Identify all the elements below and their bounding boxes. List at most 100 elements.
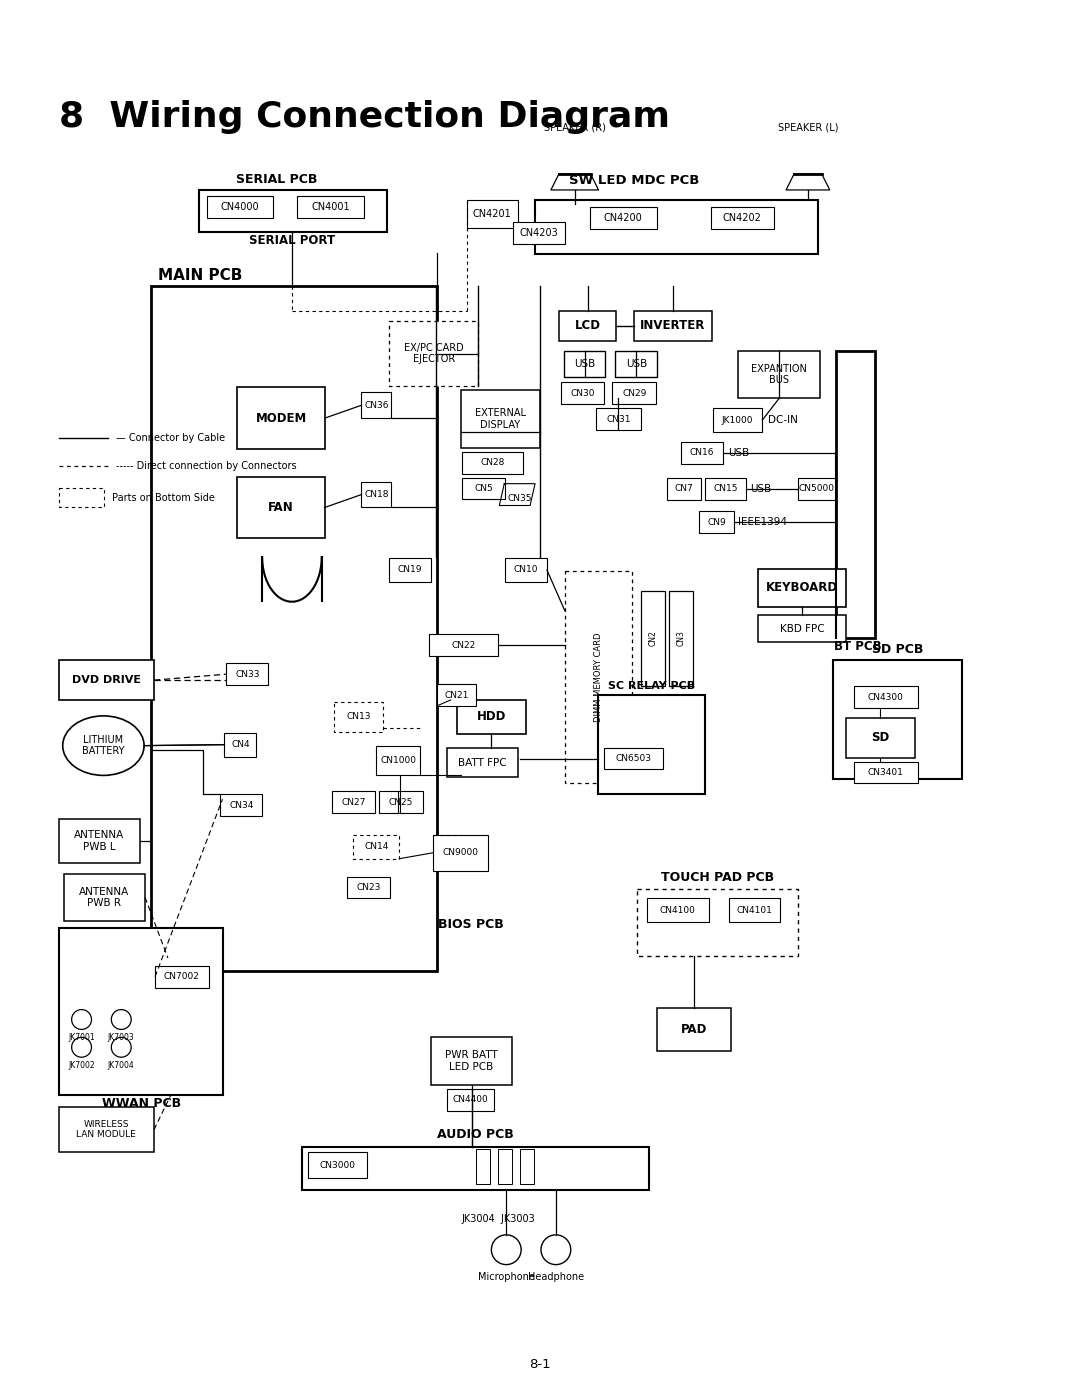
- Bar: [561, 383, 605, 404]
- Text: CN4300: CN4300: [868, 693, 904, 701]
- Text: FAN: FAN: [268, 502, 294, 514]
- Bar: [680, 441, 723, 464]
- Text: 8  Wiring Connection Diagram: 8 Wiring Connection Diagram: [58, 99, 670, 134]
- Text: 8-1: 8-1: [529, 1358, 551, 1372]
- Text: CN5: CN5: [474, 483, 492, 493]
- Bar: [206, 196, 273, 218]
- Bar: [642, 591, 665, 686]
- Text: TOUCH PAD PCB: TOUCH PAD PCB: [661, 870, 774, 883]
- Bar: [590, 207, 657, 229]
- Text: SERIAL PORT: SERIAL PORT: [248, 233, 335, 247]
- Bar: [853, 761, 918, 784]
- Text: ANTENNA
PWB L: ANTENNA PWB L: [75, 830, 124, 852]
- Bar: [669, 591, 692, 686]
- Text: CN16: CN16: [689, 448, 714, 457]
- Text: CN31: CN31: [606, 415, 631, 423]
- Bar: [634, 312, 712, 341]
- Bar: [612, 383, 656, 404]
- Text: CN9: CN9: [707, 518, 726, 527]
- Bar: [58, 819, 140, 863]
- Text: CN1000: CN1000: [380, 756, 416, 766]
- Bar: [597, 696, 705, 795]
- Bar: [505, 557, 546, 583]
- Bar: [836, 351, 876, 638]
- Bar: [308, 1153, 367, 1178]
- Bar: [238, 476, 325, 538]
- Bar: [521, 1148, 534, 1185]
- Text: CN3: CN3: [676, 630, 686, 647]
- Text: CN27: CN27: [341, 798, 366, 806]
- Bar: [199, 190, 388, 232]
- Text: CN23: CN23: [356, 883, 380, 893]
- Text: KBD FPC: KBD FPC: [780, 623, 824, 634]
- Text: JK7004: JK7004: [108, 1062, 135, 1070]
- Bar: [798, 478, 836, 500]
- Text: JK7002: JK7002: [68, 1062, 95, 1070]
- Text: PAD: PAD: [680, 1023, 707, 1037]
- Bar: [379, 791, 423, 813]
- Text: SD: SD: [872, 731, 890, 745]
- Bar: [476, 1148, 490, 1185]
- Text: Parts on Bottom Side: Parts on Bottom Side: [112, 493, 215, 503]
- Bar: [853, 686, 918, 708]
- Text: DVD DRIVE: DVD DRIVE: [72, 675, 140, 685]
- Bar: [58, 928, 224, 1095]
- Text: EXPANTION
BUS: EXPANTION BUS: [752, 363, 807, 386]
- Bar: [334, 701, 383, 732]
- Bar: [647, 898, 708, 922]
- Text: ANTENNA
PWB R: ANTENNA PWB R: [79, 887, 130, 908]
- Bar: [739, 351, 820, 398]
- Text: LCD: LCD: [575, 320, 600, 332]
- Text: CN3000: CN3000: [320, 1161, 355, 1169]
- Text: CN22: CN22: [451, 641, 475, 650]
- Text: Headphone: Headphone: [528, 1271, 584, 1281]
- Text: USB: USB: [751, 483, 771, 493]
- Bar: [457, 700, 526, 733]
- Bar: [461, 478, 505, 499]
- Text: SPEAKER (L): SPEAKER (L): [778, 123, 838, 133]
- Bar: [595, 408, 642, 430]
- Text: DC-IN: DC-IN: [768, 415, 798, 425]
- Text: CN4200: CN4200: [604, 212, 643, 222]
- Text: CN4201: CN4201: [473, 208, 512, 219]
- Text: BT PCB: BT PCB: [834, 640, 881, 654]
- Bar: [353, 835, 400, 859]
- Bar: [460, 390, 540, 448]
- Bar: [64, 873, 145, 921]
- Text: BATT FPC: BATT FPC: [458, 757, 507, 767]
- Bar: [338, 705, 378, 728]
- Bar: [362, 482, 391, 507]
- Bar: [513, 222, 565, 243]
- Bar: [711, 207, 774, 229]
- Bar: [389, 321, 478, 387]
- Text: CN25: CN25: [389, 798, 414, 806]
- Text: CN4400: CN4400: [453, 1095, 488, 1105]
- Bar: [297, 196, 364, 218]
- Bar: [301, 1147, 649, 1190]
- Bar: [604, 747, 663, 770]
- Bar: [713, 408, 762, 432]
- Text: CN4100: CN4100: [660, 905, 696, 915]
- Bar: [58, 661, 154, 700]
- Bar: [535, 200, 818, 254]
- Text: CN4202: CN4202: [723, 212, 761, 222]
- Bar: [637, 888, 798, 956]
- Text: HDD: HDD: [476, 710, 507, 724]
- Text: MODEM: MODEM: [255, 412, 307, 425]
- Bar: [729, 898, 780, 922]
- Text: CN4000: CN4000: [220, 201, 259, 212]
- Text: AUDIO PCB: AUDIO PCB: [437, 1127, 514, 1140]
- Text: CN28: CN28: [481, 458, 504, 468]
- Text: CN34: CN34: [229, 800, 254, 810]
- Text: CN30: CN30: [570, 388, 595, 398]
- Bar: [705, 478, 746, 500]
- Text: CN4101: CN4101: [737, 905, 772, 915]
- Text: CN33: CN33: [235, 669, 259, 679]
- Text: JK7001: JK7001: [68, 1034, 95, 1042]
- Text: SD PCB: SD PCB: [872, 644, 923, 657]
- Text: CN35: CN35: [508, 495, 532, 503]
- Bar: [429, 634, 498, 657]
- Text: CN4: CN4: [231, 740, 249, 749]
- Text: BIOS PCB: BIOS PCB: [437, 918, 503, 932]
- Bar: [58, 1106, 154, 1153]
